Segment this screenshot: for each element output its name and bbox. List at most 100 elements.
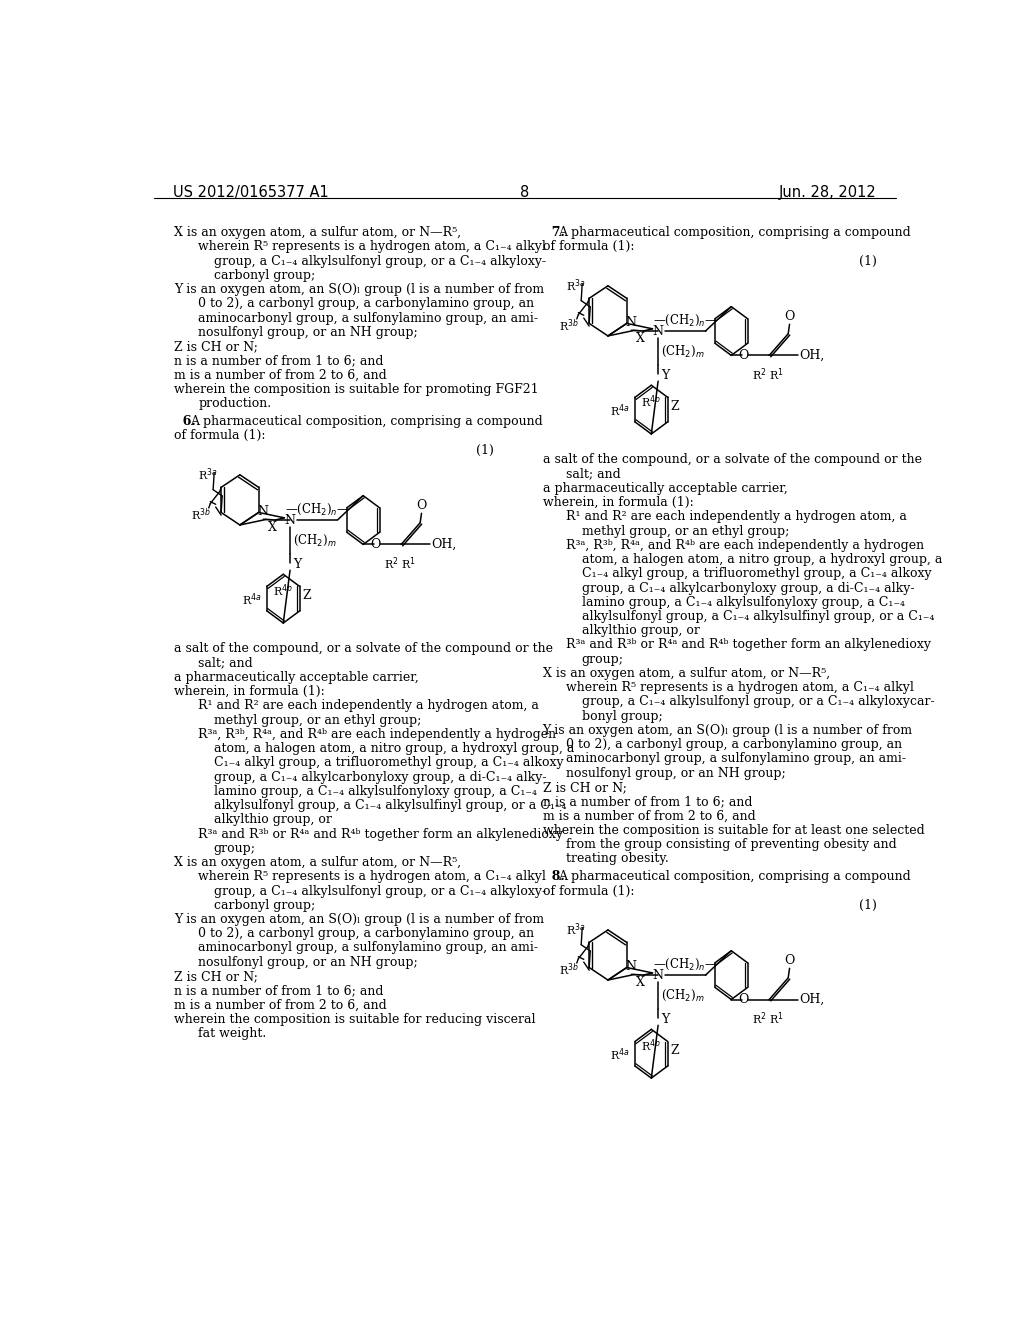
Text: C₁₋₄ alkyl group, a trifluoromethyl group, a C₁₋₄ alkoxy: C₁₋₄ alkyl group, a trifluoromethyl grou… <box>582 568 932 581</box>
Text: group, a C₁₋₄ alkylcarbonyloxy group, a di-C₁₋₄ alky-: group, a C₁₋₄ alkylcarbonyloxy group, a … <box>582 582 914 594</box>
Text: (CH$_2$)$_m$: (CH$_2$)$_m$ <box>660 987 705 1003</box>
Text: 0 to 2), a carbonyl group, a carbonylamino group, an: 0 to 2), a carbonyl group, a carbonylami… <box>199 297 535 310</box>
Text: wherein, in formula (1):: wherein, in formula (1): <box>543 496 693 510</box>
Text: wherein the composition is suitable for promoting FGF21: wherein the composition is suitable for … <box>174 383 539 396</box>
Text: R$^{4a}$: R$^{4a}$ <box>242 591 261 609</box>
Text: alkylsulfonyl group, a C₁₋₄ alkylsulfinyl group, or a C₁₋₄: alkylsulfonyl group, a C₁₋₄ alkylsulfiny… <box>582 610 934 623</box>
Text: n is a number of from 1 to 6; and: n is a number of from 1 to 6; and <box>543 795 752 808</box>
Text: Y is an oxygen atom, an S(O)ₗ group (l is a number of from: Y is an oxygen atom, an S(O)ₗ group (l i… <box>543 723 912 737</box>
Text: X is an oxygen atom, a sulfur atom, or N—R⁵,: X is an oxygen atom, a sulfur atom, or N… <box>174 857 462 869</box>
Text: N: N <box>652 969 664 982</box>
Text: production.: production. <box>199 397 271 411</box>
Text: 8.: 8. <box>543 870 564 883</box>
Text: R$^{3a}$: R$^{3a}$ <box>566 921 586 937</box>
Text: carbonyl group;: carbonyl group; <box>214 899 315 912</box>
Text: alkylthio group, or: alkylthio group, or <box>582 624 699 638</box>
Text: lamino group, a C₁₋₄ alkylsulfonyloxy group, a C₁₋₄: lamino group, a C₁₋₄ alkylsulfonyloxy gr… <box>582 595 905 609</box>
Text: R$^{3a}$: R$^{3a}$ <box>566 277 586 293</box>
Text: a pharmaceutically acceptable carrier,: a pharmaceutically acceptable carrier, <box>174 671 419 684</box>
Text: m is a number of from 2 to 6, and: m is a number of from 2 to 6, and <box>174 368 387 381</box>
Text: a salt of the compound, or a solvate of the compound or the: a salt of the compound, or a solvate of … <box>174 643 553 655</box>
Text: n is a number of from 1 to 6; and: n is a number of from 1 to 6; and <box>174 354 384 367</box>
Text: wherein the composition is suitable for at least one selected: wherein the composition is suitable for … <box>543 824 925 837</box>
Text: —(CH$_2$)$_n$—: —(CH$_2$)$_n$— <box>653 957 718 973</box>
Text: R³ᵃ, R³ᵇ, R⁴ᵃ, and R⁴ᵇ are each independently a hydrogen: R³ᵃ, R³ᵇ, R⁴ᵃ, and R⁴ᵇ are each independ… <box>566 539 925 552</box>
Text: Y: Y <box>293 558 301 572</box>
Text: group, a C₁₋₄ alkylcarbonyloxy group, a di-C₁₋₄ alky-: group, a C₁₋₄ alkylcarbonyloxy group, a … <box>214 771 546 784</box>
Text: 8: 8 <box>520 185 529 201</box>
Text: nosulfonyl group, or an NH group;: nosulfonyl group, or an NH group; <box>199 326 418 339</box>
Text: lamino group, a C₁₋₄ alkylsulfonyloxy group, a C₁₋₄: lamino group, a C₁₋₄ alkylsulfonyloxy gr… <box>214 785 537 797</box>
Text: A pharmaceutical composition, comprising a compound: A pharmaceutical composition, comprising… <box>558 870 910 883</box>
Text: salt; and: salt; and <box>566 467 622 480</box>
Text: R³ᵃ and R³ᵇ or R⁴ᵃ and R⁴ᵇ together form an alkylenedioxy: R³ᵃ and R³ᵇ or R⁴ᵃ and R⁴ᵇ together form… <box>566 639 932 652</box>
Text: methyl group, or an ethyl group;: methyl group, or an ethyl group; <box>582 524 790 537</box>
Text: treating obesity.: treating obesity. <box>566 853 669 865</box>
Text: US 2012/0165377 A1: US 2012/0165377 A1 <box>173 185 329 201</box>
Text: group, a C₁₋₄ alkylsulfonyl group, or a C₁₋₄ alkyloxy-: group, a C₁₋₄ alkylsulfonyl group, or a … <box>214 255 546 268</box>
Text: X is an oxygen atom, a sulfur atom, or N—R⁵,: X is an oxygen atom, a sulfur atom, or N… <box>174 226 462 239</box>
Text: 7.: 7. <box>543 226 564 239</box>
Text: O: O <box>371 539 381 550</box>
Text: (CH$_2$)$_m$: (CH$_2$)$_m$ <box>293 533 337 548</box>
Text: R$^2$: R$^2$ <box>753 366 767 383</box>
Text: OH,: OH, <box>799 993 824 1006</box>
Text: aminocarbonyl group, a sulfonylamino group, an ami-: aminocarbonyl group, a sulfonylamino gro… <box>566 752 906 766</box>
Text: of formula (1):: of formula (1): <box>174 429 266 442</box>
Text: wherein R⁵ represents is a hydrogen atom, a C₁₋₄ alkyl: wherein R⁵ represents is a hydrogen atom… <box>199 240 546 253</box>
Text: R$^{3b}$: R$^{3b}$ <box>191 507 211 523</box>
Text: Z is CH or N;: Z is CH or N; <box>543 781 627 793</box>
Text: R$^{4a}$: R$^{4a}$ <box>610 1047 630 1063</box>
Text: salt; and: salt; and <box>199 656 253 669</box>
Text: fat weight.: fat weight. <box>199 1027 266 1040</box>
Text: N: N <box>257 506 268 519</box>
Text: wherein the composition is suitable for reducing visceral: wherein the composition is suitable for … <box>174 1012 536 1026</box>
Text: nosulfonyl group, or an NH group;: nosulfonyl group, or an NH group; <box>199 956 418 969</box>
Text: R$^{3b}$: R$^{3b}$ <box>559 318 580 334</box>
Text: X: X <box>268 521 276 535</box>
Text: R$^{3a}$: R$^{3a}$ <box>198 466 217 483</box>
Text: bonyl group;: bonyl group; <box>582 710 663 723</box>
Text: O: O <box>738 348 749 362</box>
Text: aminocarbonyl group, a sulfonylamino group, an ami-: aminocarbonyl group, a sulfonylamino gro… <box>199 312 539 325</box>
Text: 6.: 6. <box>174 416 197 428</box>
Text: Y is an oxygen atom, an S(O)ₗ group (l is a number of from: Y is an oxygen atom, an S(O)ₗ group (l i… <box>174 913 545 927</box>
Text: atom, a halogen atom, a nitro group, a hydroxyl group, a: atom, a halogen atom, a nitro group, a h… <box>214 742 574 755</box>
Text: O: O <box>417 499 427 512</box>
Text: aminocarbonyl group, a sulfonylamino group, an ami-: aminocarbonyl group, a sulfonylamino gro… <box>199 941 539 954</box>
Text: group, a C₁₋₄ alkylsulfonyl group, or a C₁₋₄ alkyloxy-: group, a C₁₋₄ alkylsulfonyl group, or a … <box>214 884 546 898</box>
Text: (1): (1) <box>859 899 877 912</box>
Text: R³ᵃ and R³ᵇ or R⁴ᵃ and R⁴ᵇ together form an alkylenedioxy: R³ᵃ and R³ᵇ or R⁴ᵃ and R⁴ᵇ together form… <box>199 828 563 841</box>
Text: n is a number of from 1 to 6; and: n is a number of from 1 to 6; and <box>174 985 384 997</box>
Text: m is a number of from 2 to 6, and: m is a number of from 2 to 6, and <box>543 809 756 822</box>
Text: (CH$_2$)$_m$: (CH$_2$)$_m$ <box>660 343 705 359</box>
Text: R$^1$: R$^1$ <box>400 556 416 572</box>
Text: from the group consisting of preventing obesity and: from the group consisting of preventing … <box>566 838 897 851</box>
Text: wherein, in formula (1):: wherein, in formula (1): <box>174 685 326 698</box>
Text: A pharmaceutical composition, comprising a compound: A pharmaceutical composition, comprising… <box>558 226 910 239</box>
Text: Z is CH or N;: Z is CH or N; <box>174 341 258 354</box>
Text: Y: Y <box>660 1014 669 1027</box>
Text: N: N <box>285 513 296 527</box>
Text: group, a C₁₋₄ alkylsulfonyl group, or a C₁₋₄ alkyloxycar-: group, a C₁₋₄ alkylsulfonyl group, or a … <box>582 696 935 709</box>
Text: O: O <box>784 954 795 968</box>
Text: R¹ and R² are each independently a hydrogen atom, a: R¹ and R² are each independently a hydro… <box>566 511 907 523</box>
Text: Z: Z <box>671 400 679 413</box>
Text: atom, a halogen atom, a nitro group, a hydroxyl group, a: atom, a halogen atom, a nitro group, a h… <box>582 553 942 566</box>
Text: carbonyl group;: carbonyl group; <box>214 269 315 282</box>
Text: group;: group; <box>214 842 256 855</box>
Text: Y: Y <box>660 370 669 383</box>
Text: alkylthio group, or: alkylthio group, or <box>214 813 332 826</box>
Text: X is an oxygen atom, a sulfur atom, or N—R⁵,: X is an oxygen atom, a sulfur atom, or N… <box>543 667 829 680</box>
Text: (1): (1) <box>476 444 494 457</box>
Text: X: X <box>636 977 645 989</box>
Text: —(CH$_2$)$_n$—: —(CH$_2$)$_n$— <box>653 313 718 329</box>
Text: Z is CH or N;: Z is CH or N; <box>174 970 258 983</box>
Text: a salt of the compound, or a solvate of the compound or the: a salt of the compound, or a solvate of … <box>543 453 922 466</box>
Text: Y is an oxygen atom, an S(O)ₗ group (l is a number of from: Y is an oxygen atom, an S(O)ₗ group (l i… <box>174 284 545 296</box>
Text: R$^2$: R$^2$ <box>753 1010 767 1027</box>
Text: wherein R⁵ represents is a hydrogen atom, a C₁₋₄ alkyl: wherein R⁵ represents is a hydrogen atom… <box>199 870 546 883</box>
Text: R¹ and R² are each independently a hydrogen atom, a: R¹ and R² are each independently a hydro… <box>199 700 540 713</box>
Text: R$^{4b}$: R$^{4b}$ <box>273 582 293 599</box>
Text: R$^{4b}$: R$^{4b}$ <box>641 1038 662 1055</box>
